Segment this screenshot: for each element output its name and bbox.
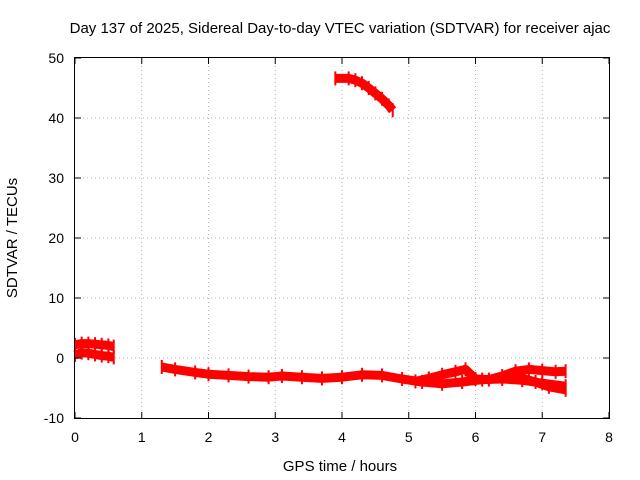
chart-title: Day 137 of 2025, Sidereal Day-to-day VTE… xyxy=(70,20,611,37)
x-axis-label: GPS time / hours xyxy=(283,458,397,475)
y-tick-label: 40 xyxy=(48,110,64,126)
x-tick-label: 7 xyxy=(538,429,546,445)
y-tick-label: 20 xyxy=(48,230,64,246)
x-tick-label: 4 xyxy=(338,429,346,445)
x-tick-label: 5 xyxy=(405,429,413,445)
series-arc-e xyxy=(335,73,397,114)
y-axis-label: SDTVAR / TECUs xyxy=(4,178,21,298)
x-tick-label: 6 xyxy=(472,429,480,445)
x-tick-label: 3 xyxy=(271,429,279,445)
x-tick-label: 0 xyxy=(71,429,79,445)
plot-frame xyxy=(74,57,610,419)
grid xyxy=(75,58,609,418)
x-tick-label: 1 xyxy=(138,429,146,445)
series-layer xyxy=(73,71,567,397)
axis-ticks: 0 1 2 3 4 5 6 7 8 -10 0 10 20 30 40 50 xyxy=(44,50,613,445)
y-tick-label: 50 xyxy=(48,50,64,66)
y-tick-label: 30 xyxy=(48,170,64,186)
y-tick-label: 10 xyxy=(48,290,64,306)
y-tick-label: 0 xyxy=(56,350,64,366)
y-tick-label: -10 xyxy=(44,410,64,426)
x-tick-label: 2 xyxy=(205,429,213,445)
x-tick-label: 8 xyxy=(605,429,613,445)
